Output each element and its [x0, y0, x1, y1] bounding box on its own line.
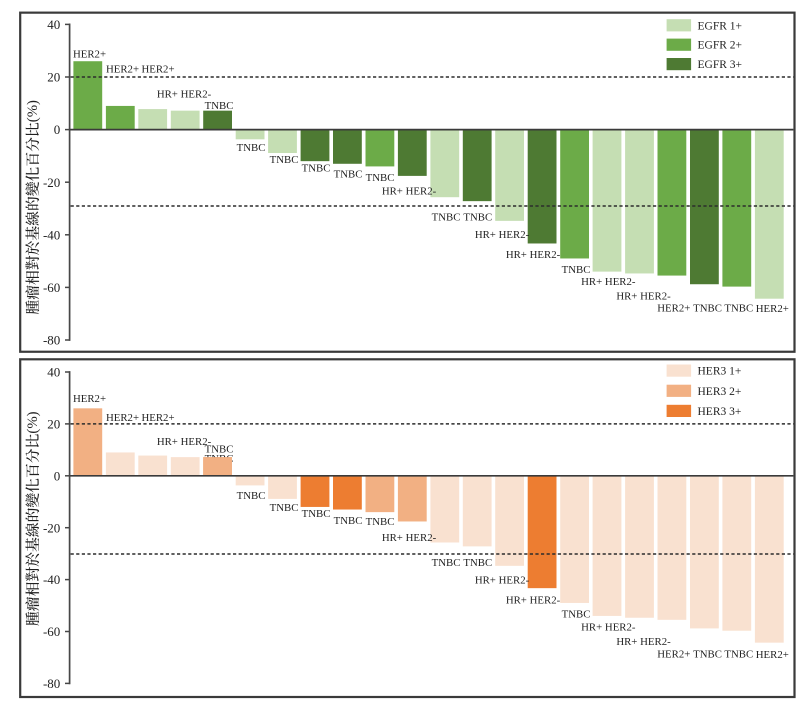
svg-text:TNBC: TNBC — [302, 508, 331, 520]
svg-text:HER2+: HER2+ — [106, 412, 139, 424]
svg-text:0: 0 — [54, 122, 61, 137]
svg-text:TNBC: TNBC — [432, 212, 461, 224]
svg-text:40: 40 — [47, 365, 60, 380]
svg-text:HER3 1+: HER3 1+ — [698, 366, 742, 378]
svg-text:HR+ HER2-: HR+ HER2- — [475, 229, 530, 241]
svg-text:HER2+: HER2+ — [756, 649, 789, 661]
svg-text:-60: -60 — [43, 624, 60, 639]
svg-text:TNBC: TNBC — [432, 557, 461, 569]
svg-text:EGFR 3+: EGFR 3+ — [698, 59, 743, 71]
svg-text:-20: -20 — [43, 175, 60, 190]
svg-text:HER2+: HER2+ — [73, 48, 106, 60]
svg-text:HR+ HER2-: HR+ HER2- — [382, 532, 437, 544]
svg-text:-80: -80 — [43, 333, 60, 348]
svg-text:TNBC: TNBC — [366, 172, 395, 184]
svg-text:TNBC: TNBC — [724, 648, 753, 660]
svg-text:HR+ HER2-: HR+ HER2- — [506, 249, 561, 261]
svg-text:HER2+: HER2+ — [756, 303, 789, 315]
svg-text:HR+ HER2-: HR+ HER2- — [382, 185, 437, 197]
svg-text:(%): (%) — [25, 411, 41, 433]
svg-text:TNBC: TNBC — [693, 302, 722, 314]
svg-text:HER3 3+: HER3 3+ — [698, 406, 742, 418]
svg-text:TNBC: TNBC — [562, 264, 591, 276]
svg-text:TNBC: TNBC — [562, 608, 591, 620]
svg-text:TNBC: TNBC — [334, 515, 363, 527]
svg-text:HER2+: HER2+ — [73, 393, 106, 405]
svg-text:TNBC: TNBC — [463, 557, 492, 569]
svg-text:HER2+: HER2+ — [141, 412, 174, 424]
svg-text:HER2+: HER2+ — [657, 302, 690, 314]
svg-text:TNBC: TNBC — [724, 302, 753, 314]
svg-text:HR+ HER2-: HR+ HER2- — [616, 636, 671, 648]
svg-text:0: 0 — [54, 468, 61, 483]
svg-text:HER2+: HER2+ — [657, 648, 690, 660]
svg-text:20: 20 — [47, 70, 60, 85]
svg-text:TNBC: TNBC — [334, 168, 363, 180]
svg-text:-20: -20 — [43, 520, 60, 535]
svg-text:HER3 2+: HER3 2+ — [698, 386, 742, 398]
svg-text:-40: -40 — [43, 227, 60, 242]
svg-text:TNBC: TNBC — [693, 648, 722, 660]
svg-text:EGFR 2+: EGFR 2+ — [698, 40, 743, 52]
svg-text:EGFR 1+: EGFR 1+ — [698, 20, 743, 32]
svg-text:TNBC: TNBC — [463, 212, 492, 224]
svg-text:HR+ HER2-: HR+ HER2- — [506, 594, 561, 606]
svg-text:20: 20 — [47, 416, 60, 431]
svg-text:HER2+: HER2+ — [106, 63, 139, 75]
svg-text:HR+ HER2-: HR+ HER2- — [475, 574, 530, 586]
svg-text:TNBC: TNBC — [205, 100, 234, 112]
svg-text:-60: -60 — [43, 280, 60, 295]
svg-text:TNBC: TNBC — [270, 154, 299, 166]
svg-text:40: 40 — [47, 17, 60, 32]
svg-text:TNBC: TNBC — [237, 490, 266, 502]
svg-text:HR+ HER2-: HR+ HER2- — [581, 276, 636, 288]
svg-text:HER2+: HER2+ — [141, 63, 174, 75]
svg-text:TNBC: TNBC — [302, 162, 331, 174]
svg-text:HR+ HER2-: HR+ HER2- — [157, 88, 212, 100]
svg-text:HR+ HER2-: HR+ HER2- — [616, 290, 671, 302]
svg-text:TNBC: TNBC — [237, 142, 266, 154]
svg-text:-40: -40 — [43, 572, 60, 587]
svg-text:HR+ HER2-: HR+ HER2- — [581, 621, 636, 633]
svg-text:TNBC: TNBC — [205, 443, 234, 455]
svg-text:(%): (%) — [25, 100, 41, 122]
svg-text:TNBC: TNBC — [270, 502, 299, 514]
svg-text:HR+ HER2-: HR+ HER2- — [157, 436, 212, 448]
svg-text:TNBC: TNBC — [366, 516, 395, 528]
svg-text:-80: -80 — [43, 676, 60, 691]
